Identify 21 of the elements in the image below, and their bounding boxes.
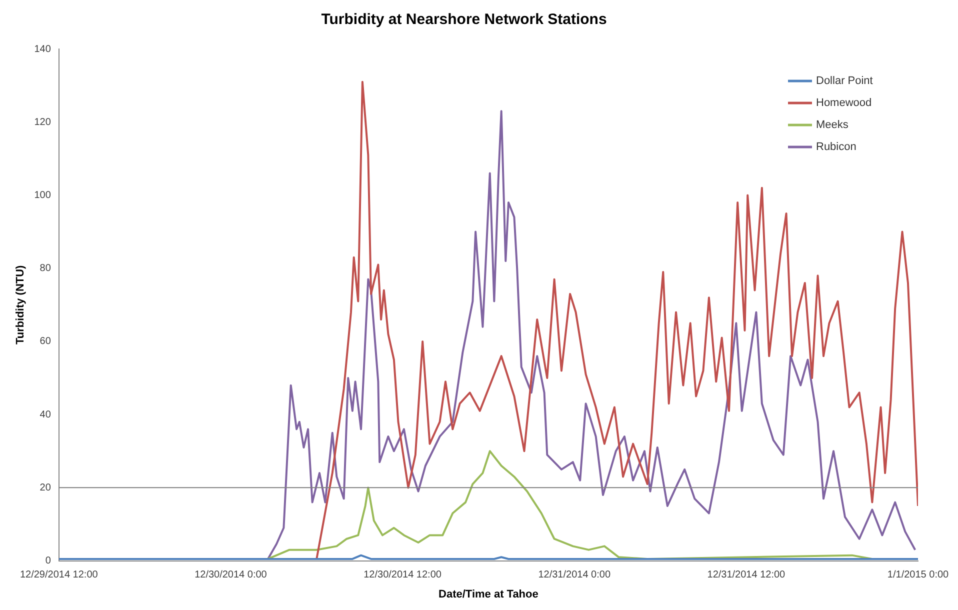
y-tick-label: 20 (40, 482, 52, 494)
y-tick-label: 60 (40, 336, 52, 348)
y-axis-title: Turbidity (NTU) (14, 264, 27, 345)
x-axis-title: Date/Time at Tahoe (438, 588, 538, 600)
legend-label: Homewood (816, 97, 872, 110)
y-tick-label: 0 (45, 556, 52, 567)
x-tick-label: 1/1/2015 0:00 (887, 570, 950, 581)
chart-title: Turbidity at Nearshore Network Stations (321, 11, 607, 28)
y-tick-label: 140 (34, 44, 52, 55)
x-tick-label: 12/29/2014 12:00 (20, 570, 98, 581)
legend-label: Rubicon (816, 141, 856, 154)
x-tick-label: 12/31/2014 12:00 (707, 570, 786, 581)
y-tick-label: 100 (34, 190, 52, 201)
legend-label: Dollar Point (816, 75, 873, 88)
x-tick-label: 12/31/2014 0:00 (538, 570, 611, 581)
x-tick-label: 12/30/2014 0:00 (194, 570, 268, 581)
y-tick-label: 40 (40, 409, 52, 420)
y-tick-label: 80 (40, 263, 52, 274)
x-tick-label: 12/30/2014 12:00 (364, 570, 442, 581)
legend-label: Meeks (816, 119, 849, 132)
y-tick-label: 120 (34, 116, 52, 128)
